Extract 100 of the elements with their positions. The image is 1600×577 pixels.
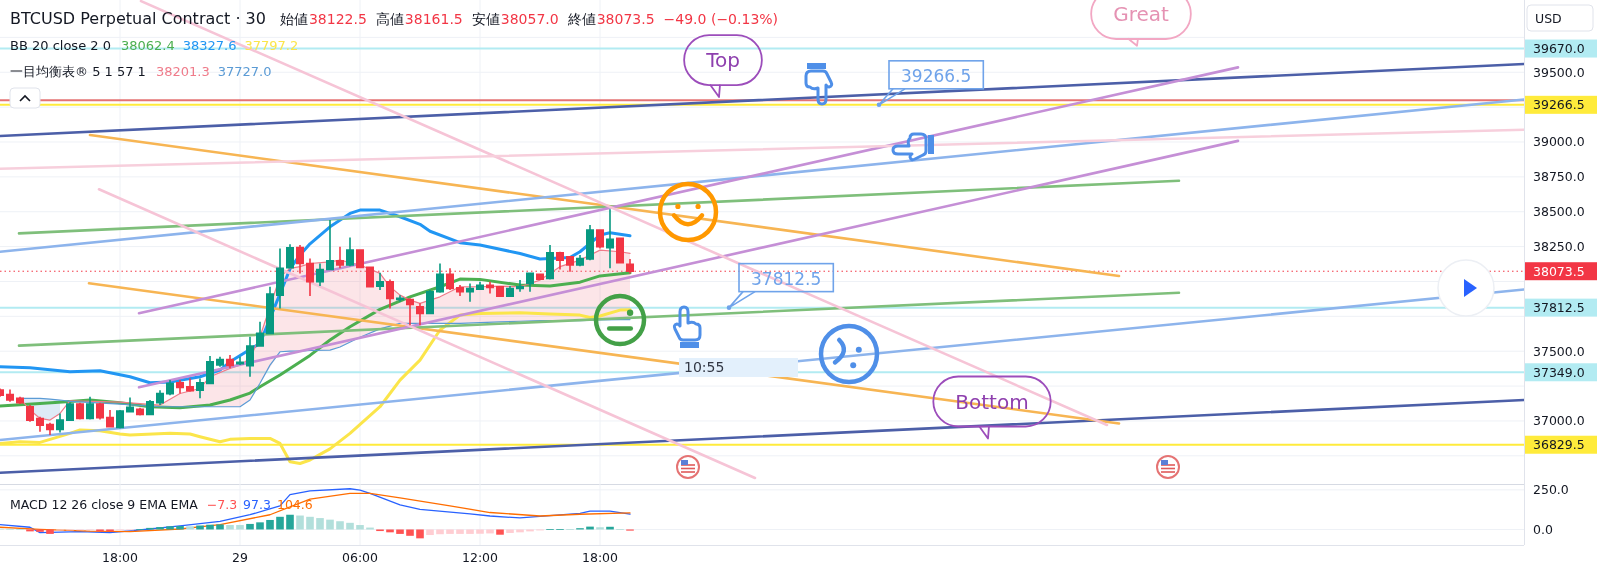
annotation: BB 20 close 2 0	[10, 38, 111, 53]
candlestick	[336, 245, 344, 270]
y-tick-label: 38250.0	[1533, 239, 1585, 255]
bar	[416, 529, 424, 539]
annotation: 安値	[471, 11, 500, 27]
bar	[36, 529, 44, 532]
bar	[276, 516, 284, 530]
candlestick	[496, 285, 504, 298]
y-tick-label: 250.0	[1533, 482, 1569, 498]
bar	[336, 521, 344, 530]
candlestick	[246, 335, 254, 378]
y-tick-label: 39500.0	[1533, 64, 1585, 80]
bar	[396, 529, 404, 534]
annotation: 38062.4	[120, 38, 175, 53]
bar	[516, 529, 524, 533]
y-tick-label: 38750.0	[1533, 169, 1585, 185]
candlestick	[176, 379, 184, 395]
bar	[386, 529, 394, 533]
candlestick	[56, 412, 64, 434]
annotation: 37812.5	[751, 268, 822, 289]
candlestick	[436, 262, 444, 294]
candlestick	[186, 377, 194, 393]
candlestick	[396, 294, 404, 303]
candlestick	[166, 379, 174, 396]
y-tick-label: 37500.0	[1533, 343, 1585, 359]
candlestick	[476, 280, 484, 291]
annotation: 終値	[566, 11, 596, 27]
bar	[166, 526, 174, 530]
bar	[426, 529, 434, 536]
annotation: 38161.5	[404, 11, 463, 27]
bar	[326, 519, 334, 530]
ref-line-label: 37812.5	[1533, 300, 1585, 316]
bar	[506, 529, 514, 533]
annotation: 10:55	[684, 359, 725, 375]
ref-line-label: 37349.0	[1533, 364, 1585, 380]
bar	[186, 526, 194, 530]
bar	[286, 514, 294, 530]
candlestick	[266, 285, 274, 335]
candlestick	[126, 396, 134, 414]
x-tick-label: 12:00	[461, 550, 499, 565]
candlestick	[156, 389, 164, 406]
bar	[476, 529, 484, 534]
annotation: 39266.5	[901, 65, 972, 86]
candlestick	[426, 289, 434, 315]
candlestick	[256, 320, 264, 348]
annotation: Great	[1113, 2, 1169, 26]
bar	[406, 529, 414, 536]
annotation: 38073.5	[596, 11, 655, 27]
y-tick-label: 38500.0	[1533, 204, 1585, 220]
bar	[496, 529, 504, 535]
candlestick	[86, 396, 94, 421]
candlestick	[46, 421, 54, 436]
bar	[466, 529, 474, 534]
candlestick	[576, 254, 584, 267]
bar	[316, 518, 324, 530]
bar	[256, 522, 264, 530]
candlestick	[556, 250, 564, 271]
candlestick	[616, 236, 624, 265]
candlestick	[6, 388, 14, 403]
candlestick	[386, 278, 394, 310]
candlestick	[586, 224, 594, 261]
candlestick	[26, 404, 34, 423]
bar	[436, 529, 444, 535]
bar	[596, 527, 604, 530]
x-tick-label: 18:00	[101, 550, 139, 565]
candlestick	[416, 302, 424, 326]
text: BTCUSD Perpetual Contract · 30	[10, 9, 266, 28]
ref-line-label: 36829.5	[1533, 437, 1585, 453]
bar	[456, 529, 464, 534]
annotation: 始値	[279, 11, 308, 27]
annotation: 38201.3	[155, 64, 210, 79]
candlestick	[526, 271, 534, 293]
candlestick	[316, 262, 324, 287]
candlestick	[456, 284, 464, 297]
x-tick-label: 29	[232, 550, 248, 565]
y-tick-label: 37000.0	[1533, 413, 1585, 429]
candlestick	[596, 228, 604, 250]
candlestick	[226, 354, 234, 370]
y-tick-label: 0.0	[1533, 521, 1553, 537]
bar	[346, 522, 354, 530]
candlestick	[406, 297, 414, 326]
ref-line-label: 38073.5	[1533, 263, 1585, 279]
candlestick	[106, 409, 114, 429]
candlestick	[236, 355, 244, 366]
candlestick	[466, 282, 474, 303]
annotation: 38327.6	[182, 38, 237, 53]
candlestick	[66, 401, 74, 422]
candlestick	[216, 355, 224, 368]
bar	[236, 525, 244, 530]
bar	[46, 529, 54, 534]
candlestick	[286, 243, 294, 270]
candlestick	[276, 247, 284, 310]
bar	[266, 519, 274, 530]
candlestick	[516, 279, 524, 293]
candlestick	[326, 219, 334, 271]
annotation: 37797.2	[244, 38, 299, 53]
ref-line-label: 39670.0	[1533, 41, 1585, 57]
y-axis-title: USD	[1535, 11, 1562, 26]
bar	[446, 529, 454, 534]
x-tick-label: 18:00	[581, 550, 619, 565]
